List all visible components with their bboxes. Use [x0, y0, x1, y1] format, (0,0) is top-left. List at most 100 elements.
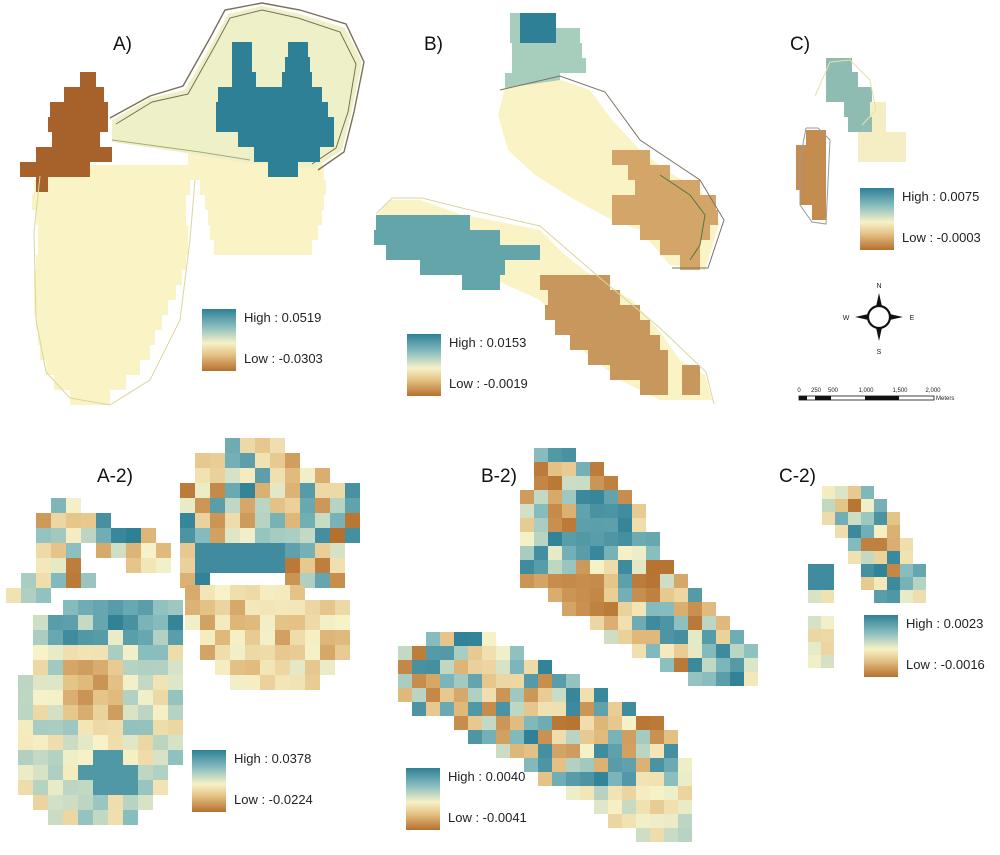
raster-cell	[576, 518, 590, 532]
raster-cell	[108, 780, 123, 795]
raster-cell	[315, 543, 330, 558]
raster-cell	[240, 513, 255, 528]
raster-cell	[636, 730, 650, 744]
raster-cell	[618, 602, 632, 616]
raster-cell	[913, 577, 926, 590]
raster-cell	[622, 730, 636, 744]
raster-cell	[138, 615, 153, 630]
raster-cell	[210, 498, 225, 513]
raster-cell	[887, 551, 900, 564]
raster-cell	[900, 577, 913, 590]
raster-cell	[240, 438, 255, 453]
raster-cell	[608, 814, 622, 828]
raster-cell	[78, 660, 93, 675]
raster-cell	[548, 532, 562, 546]
raster-cell	[21, 573, 36, 588]
raster-cell	[215, 600, 230, 615]
zone-low-moderate	[214, 240, 312, 255]
raster-cell	[618, 504, 632, 518]
raster-cell	[300, 483, 315, 498]
raster-cell	[153, 735, 168, 750]
raster-cell	[538, 730, 552, 744]
raster-cell	[180, 498, 195, 513]
raster-cell	[200, 630, 215, 645]
raster-cell	[454, 716, 468, 730]
raster-cell	[345, 483, 360, 498]
raster-cell	[618, 630, 632, 644]
raster-cell	[123, 750, 138, 765]
raster-cell	[454, 674, 468, 688]
raster-cell	[590, 574, 604, 588]
raster-cell	[848, 551, 861, 564]
raster-cell	[590, 532, 604, 546]
raster-cell	[260, 600, 275, 615]
raster-cell	[33, 630, 48, 645]
raster-cell	[93, 690, 108, 705]
scale-bar: 0 250 500 1,000 1,500 2,000 Meters	[797, 388, 954, 402]
raster-cell	[524, 702, 538, 716]
raster-cell	[230, 675, 245, 690]
raster-cell	[887, 512, 900, 525]
raster-cell	[576, 546, 590, 560]
zone-low-moderate	[38, 225, 188, 240]
raster-cell	[594, 702, 608, 716]
raster-cell	[66, 558, 81, 573]
raster-cell	[78, 600, 93, 615]
zone-high	[238, 132, 334, 147]
raster-cell	[153, 705, 168, 720]
raster-cell	[887, 577, 900, 590]
zone-low-moderate	[858, 132, 906, 147]
raster-cell	[566, 744, 580, 758]
panel-label-c2: C-2)	[779, 466, 816, 487]
raster-cell	[604, 588, 618, 602]
raster-cell	[496, 716, 510, 730]
raster-cell	[153, 630, 168, 645]
raster-cell	[874, 538, 887, 551]
raster-cell	[590, 476, 604, 490]
raster-cell	[33, 615, 48, 630]
raster-cell	[608, 786, 622, 800]
raster-cell	[454, 702, 468, 716]
raster-cell	[594, 730, 608, 744]
raster-cell	[180, 513, 195, 528]
raster-cell	[678, 772, 692, 786]
zone-low	[36, 177, 48, 192]
raster-cell	[48, 630, 63, 645]
raster-cell	[330, 528, 345, 543]
raster-cell	[240, 468, 255, 483]
raster-cell	[315, 498, 330, 513]
raster-cell	[468, 646, 482, 660]
raster-cell	[33, 765, 48, 780]
raster-cell	[320, 600, 335, 615]
raster-cell	[168, 615, 183, 630]
raster-cell	[78, 615, 93, 630]
raster-cell	[632, 532, 646, 546]
raster-cell	[520, 574, 534, 588]
raster-cell	[285, 483, 300, 498]
raster-cell	[454, 660, 468, 674]
raster-cell	[225, 453, 240, 468]
raster-cell	[153, 615, 168, 630]
raster-cell	[195, 573, 210, 588]
raster-cell	[808, 616, 821, 629]
raster-cell	[576, 560, 590, 574]
raster-cell	[524, 744, 538, 758]
raster-cell	[524, 758, 538, 772]
raster-cell	[300, 558, 315, 573]
raster-cell	[168, 735, 183, 750]
raster-cell	[93, 705, 108, 720]
raster-cell	[315, 558, 330, 573]
scale-tick-0: 0	[797, 388, 801, 394]
zone-low-moderate	[36, 210, 186, 225]
raster-cell	[138, 675, 153, 690]
raster-cell	[78, 765, 93, 780]
raster-cell	[510, 646, 524, 660]
zone-low-moderate	[872, 117, 886, 132]
raster-cell	[604, 546, 618, 560]
map-b2	[398, 448, 758, 842]
raster-cell	[290, 615, 305, 630]
raster-cell	[330, 483, 345, 498]
raster-cell	[835, 499, 848, 512]
zone-low-moderate	[34, 270, 182, 285]
raster-cell	[552, 688, 566, 702]
